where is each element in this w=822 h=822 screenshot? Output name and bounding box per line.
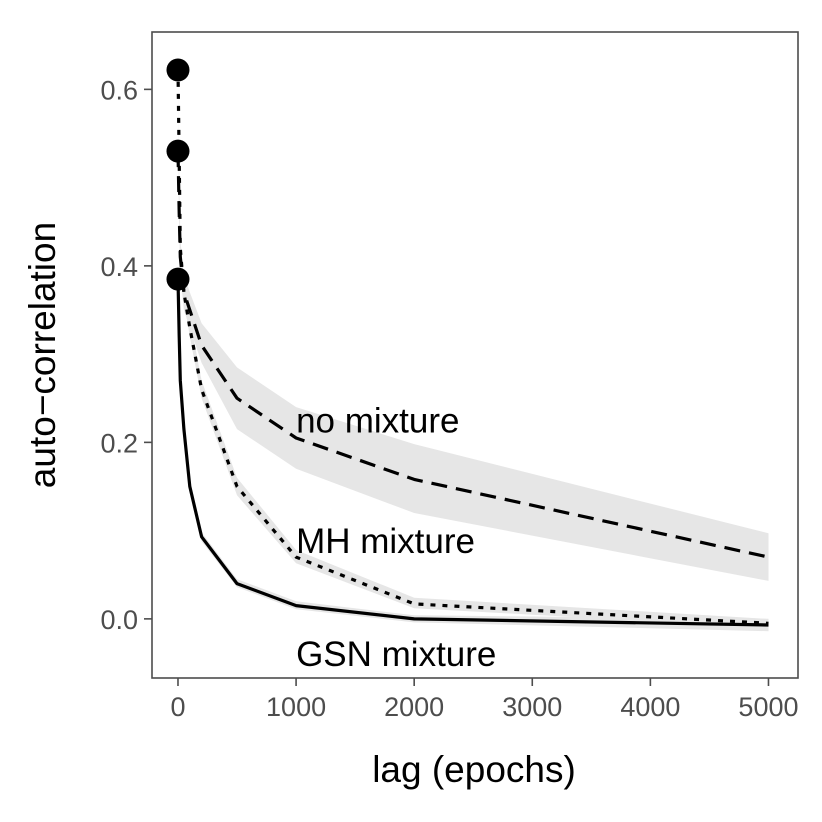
annotation-mh-mixture: MH mixture xyxy=(296,522,475,561)
series-lines xyxy=(176,69,769,627)
start-points xyxy=(166,58,190,291)
start-point-1 xyxy=(166,58,190,82)
annotation-no-mixture: no mixture xyxy=(296,401,459,440)
x-tick-label: 5000 xyxy=(738,692,798,722)
y-tick-label: 0.2 xyxy=(100,428,138,458)
x-tick-label: 4000 xyxy=(620,692,680,722)
series-annotations: no mixture MH mixture GSN mixture xyxy=(296,401,496,674)
y-tick-label: 0.6 xyxy=(100,75,138,105)
y-axis-title: auto−correlation xyxy=(22,222,63,488)
no-mixture-line xyxy=(176,151,769,559)
y-axis: 0.0 0.2 0.4 0.6 xyxy=(100,75,152,635)
start-point-3 xyxy=(166,267,190,291)
gsn-mixture-band xyxy=(178,279,769,632)
x-tick-label: 2000 xyxy=(384,692,444,722)
y-tick-label: 0.0 xyxy=(100,605,138,635)
start-point-2 xyxy=(166,139,190,163)
x-tick-label: 0 xyxy=(170,692,185,722)
x-tick-label: 3000 xyxy=(502,692,562,722)
no-mixture-band xyxy=(178,151,769,581)
annotation-gsn-mixture: GSN mixture xyxy=(296,635,496,674)
y-tick-label: 0.4 xyxy=(100,252,138,282)
plot-panel-border xyxy=(151,31,799,679)
gsn-mixture-line xyxy=(176,279,769,627)
mh-mixture-line xyxy=(176,69,769,625)
x-axis-title: lag (epochs) xyxy=(372,749,576,790)
x-tick-label: 1000 xyxy=(266,692,326,722)
confidence-bands xyxy=(178,69,769,632)
x-axis: 0 1000 2000 3000 4000 5000 xyxy=(170,678,799,722)
